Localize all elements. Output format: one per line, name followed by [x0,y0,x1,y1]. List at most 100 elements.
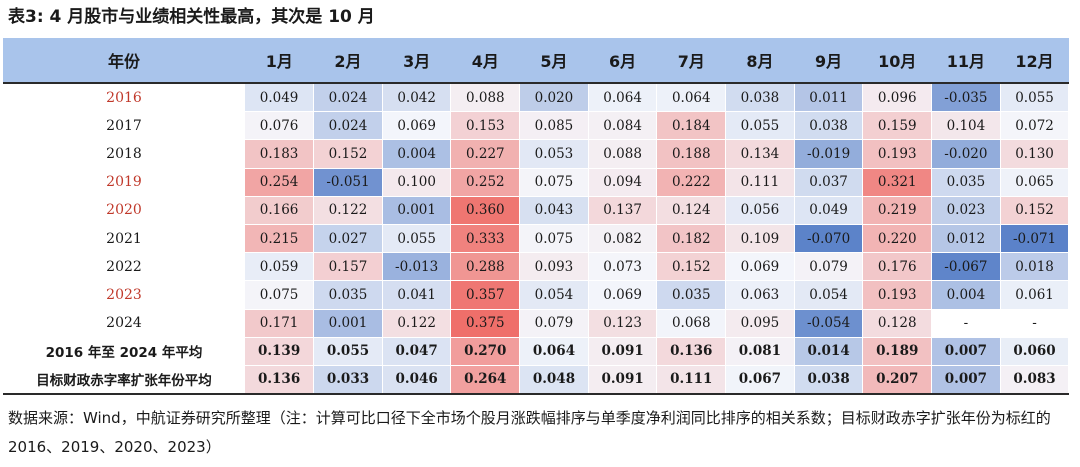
table-row: 2016 年至 2024 年平均 0.139 0.055 0.047 0.270 0.06… [3,337,1070,366]
value-cell: 0.152 [313,139,383,169]
value-cell: 0.056 [725,196,795,225]
value-cell: -0.051 [313,168,383,197]
row-year-label: 2018 [106,145,142,162]
value-cell: 0.091 [588,337,658,366]
value-cell: -0.054 [794,309,864,338]
value-cell: 0.055 [725,111,795,141]
value-cell: -0.067 [931,252,1001,282]
value-cell: 0.124 [656,196,727,225]
value-cell: 0.001 [382,196,452,225]
value-cell: 0.047 [382,337,452,366]
value-cell: 0.159 [862,111,933,141]
value-cell: 0.007 [931,337,1001,366]
value-cell: 0.023 [931,196,1001,225]
value-cell: 0.152 [1000,196,1070,225]
header-month: 3月 [382,38,451,84]
value-cell: 0.063 [725,280,795,310]
table-row: 2024 0.171 0.001 0.122 0.375 0.079 0.123 0.068 0… [3,309,1070,338]
value-cell: 0.088 [588,139,658,169]
row-year-label: 目标财政赤字率扩张年份平均 [3,365,245,396]
value-cell: 0.137 [588,196,658,225]
value-cell: 0.152 [656,252,727,282]
header-year: 年份 [3,38,245,84]
value-cell: 0.007 [931,365,1001,396]
value-cell: 0.270 [450,337,521,366]
value-cell: 0.207 [862,365,933,396]
table-body: 2016 0.049 0.024 0.042 0.088 0.020 0.064 0.064 0… [3,83,1070,396]
table-row: 2023 0.075 0.035 0.041 0.357 0.054 0.069 0.035 0… [3,280,1070,310]
header-month: 4月 [450,38,520,84]
value-cell: 0.004 [931,280,1001,310]
value-cell: 0.254 [245,168,315,197]
value-cell: 0.111 [725,168,795,197]
value-cell: 0.083 [1000,365,1070,396]
table-row: 2021 0.215 0.027 0.055 0.333 0.075 0.082 0.182 0… [3,224,1070,254]
table-title: 表3: 4 月股市与业绩相关性最高，其次是 10 月 [8,7,375,27]
value-cell: 0.288 [450,252,521,282]
value-cell: 0.219 [862,196,933,225]
value-cell: -0.070 [794,224,864,254]
value-cell: 0.193 [862,280,933,310]
value-cell: 0.076 [245,111,315,141]
value-cell: 0.001 [313,309,383,338]
value-cell: 0.069 [725,252,795,282]
value-cell: 0.064 [519,337,589,366]
value-cell: 0.193 [862,139,933,169]
value-cell: 0.024 [313,111,383,141]
value-cell: 0.094 [588,168,658,197]
value-cell: 0.073 [588,252,658,282]
value-cell: 0.054 [794,280,864,310]
value-cell: 0.123 [588,309,658,338]
value-cell: 0.153 [450,111,521,141]
value-cell: 0.189 [862,337,933,366]
value-cell: 0.012 [931,224,1001,254]
value-cell: 0.136 [245,365,315,396]
value-cell: 0.037 [794,168,864,197]
value-cell: 0.055 [382,224,452,254]
value-cell: 0.035 [931,168,1001,197]
value-cell: 0.104 [931,111,1001,141]
value-cell: 0.128 [862,309,933,338]
value-cell: 0.069 [588,280,658,310]
value-cell: 0.054 [519,280,589,310]
value-cell: 0.069 [382,111,452,141]
value-cell: 0.011 [794,83,864,113]
value-cell: 0.088 [450,83,521,113]
row-year-label: 2017 [106,117,142,134]
value-cell: 0.041 [382,280,452,310]
value-cell: 0.183 [245,139,315,169]
value-cell: 0.061 [1000,280,1070,310]
value-cell: 0.055 [313,337,383,366]
value-cell: 0.264 [450,365,521,396]
value-cell: 0.095 [725,309,795,338]
row-year-label: 2016 年至 2024 年平均 [45,345,203,362]
value-cell: 0.042 [382,83,452,113]
table-row: 2019 0.254 -0.051 0.100 0.252 0.075 0.094 0.222… [3,168,1070,197]
row-year-label: 2024 [106,315,142,332]
header-month: 1月 [245,38,314,84]
value-cell: 0.048 [519,365,589,396]
header-month: 8月 [725,38,795,84]
value-cell: 0.360 [450,196,521,225]
value-cell: -0.071 [1000,224,1070,254]
value-cell: 0.060 [1000,337,1070,366]
value-cell: -0.035 [931,83,1001,113]
value-cell: 0.091 [588,365,658,396]
value-cell: 0.053 [519,139,589,169]
value-cell: 0.082 [588,224,658,254]
header-month: 10月 [862,38,932,84]
table-row: 2016 0.049 0.024 0.042 0.088 0.020 0.064 0.064 0… [3,83,1070,113]
value-cell: 0.139 [245,337,315,366]
value-cell: 0.096 [862,83,933,113]
value-cell: 0.027 [313,224,383,254]
value-cell: 0.136 [656,337,727,366]
value-cell: 0.064 [656,83,727,113]
table-row: 2018 0.183 0.152 0.004 0.227 0.053 0.088 0.188 0… [3,139,1070,169]
value-cell: 0.130 [1000,139,1070,169]
value-cell: 0.059 [245,252,315,282]
table-row: 目标财政赤字率扩张年份平均 0.136 0.033 0.046 0.264 0.048 0.… [3,365,1070,396]
value-cell: 0.038 [794,365,864,396]
row-year-label: 2020 [106,202,142,219]
value-cell: 0.035 [656,280,727,310]
correlation-table: 年份 1月 2月 3月 4月 5月 6月 7月 8月 9月 10月 11月 12月 2016 0.049… [3,38,1070,396]
